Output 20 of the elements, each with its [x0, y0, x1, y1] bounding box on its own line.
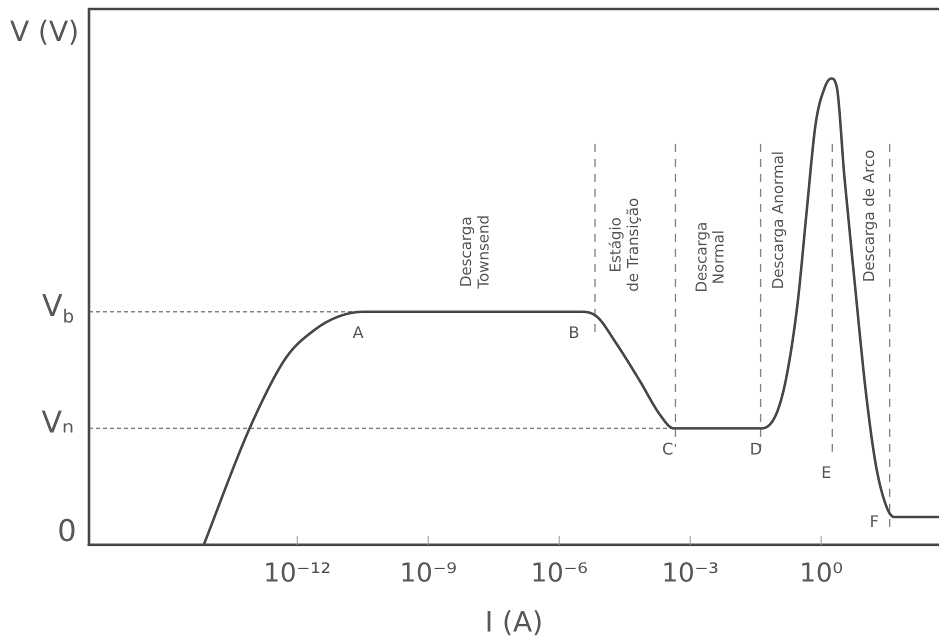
x-axis-title: I (A): [484, 605, 544, 638]
x-tick-label: 10⁻⁶: [530, 558, 588, 588]
annotation: Descarga Normal: [692, 222, 728, 292]
ref-line-label: Vₙ: [42, 405, 74, 440]
text: 0: [57, 514, 76, 550]
annotation: E: [821, 462, 832, 482]
annotation: Estágio de Transição: [606, 198, 642, 292]
x-tick-label: 10⁻⁹: [400, 558, 457, 588]
x-tick-label: 10⁻¹²: [263, 558, 332, 588]
annotation: D: [750, 440, 762, 459]
annotation: Descarga Townsend: [457, 214, 492, 290]
annotation: B: [568, 322, 580, 342]
annotation: C: [662, 440, 674, 459]
y-axis-title: V (V): [10, 15, 80, 48]
x-tick-label: 10⁰: [799, 558, 843, 588]
annotation: Descarga de Arco: [860, 150, 878, 282]
annotation: Descarga Anormal: [769, 151, 788, 290]
x-tick-label: 10⁻³: [662, 558, 719, 588]
annotation: A: [352, 322, 364, 342]
annotation: F: [870, 512, 879, 532]
